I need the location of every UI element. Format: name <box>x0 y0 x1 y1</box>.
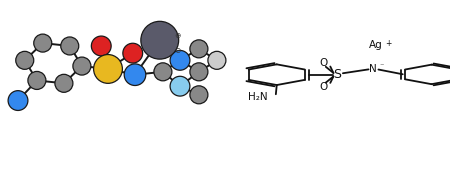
Text: alamy - DXBAJ0: alamy - DXBAJ0 <box>184 152 266 162</box>
Ellipse shape <box>61 37 79 55</box>
Ellipse shape <box>141 21 179 59</box>
Ellipse shape <box>34 34 52 52</box>
Ellipse shape <box>28 71 46 89</box>
Ellipse shape <box>73 57 91 75</box>
Text: O: O <box>320 82 328 92</box>
Text: ⊖: ⊖ <box>175 47 181 55</box>
Ellipse shape <box>190 86 208 104</box>
Text: ⊕: ⊕ <box>175 31 181 40</box>
Ellipse shape <box>190 40 208 58</box>
Ellipse shape <box>170 50 190 70</box>
Ellipse shape <box>123 43 143 63</box>
Ellipse shape <box>170 76 190 96</box>
Ellipse shape <box>91 36 111 56</box>
Text: N: N <box>369 64 377 74</box>
Text: Ag: Ag <box>369 40 382 50</box>
Ellipse shape <box>124 64 146 86</box>
Text: ⁻: ⁻ <box>380 61 384 70</box>
Text: H₂N: H₂N <box>248 91 268 101</box>
Text: S: S <box>333 68 341 81</box>
Ellipse shape <box>16 51 34 69</box>
Text: O: O <box>320 58 328 68</box>
Ellipse shape <box>94 55 122 83</box>
Ellipse shape <box>8 91 28 110</box>
Text: +: + <box>386 39 392 48</box>
Ellipse shape <box>55 74 73 92</box>
Ellipse shape <box>208 51 226 69</box>
Ellipse shape <box>154 63 172 81</box>
Ellipse shape <box>190 63 208 81</box>
